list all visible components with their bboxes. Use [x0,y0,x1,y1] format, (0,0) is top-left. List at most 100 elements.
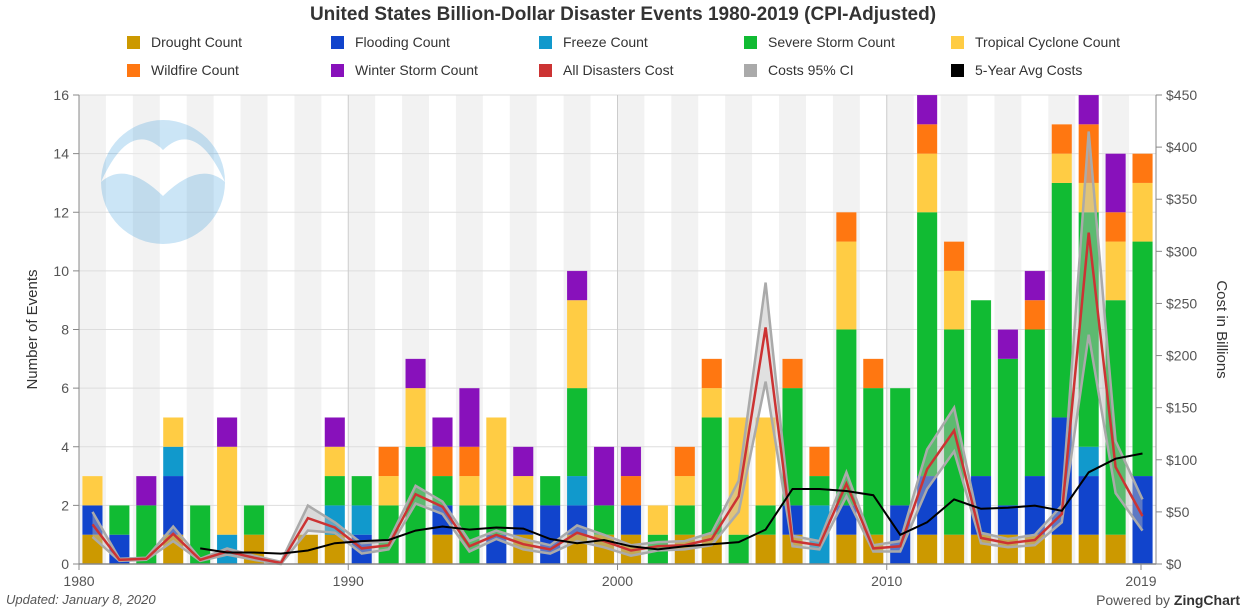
y2-tick-label: $50 [1166,504,1190,520]
legend-item-freeze[interactable]: Freeze Count [539,34,648,50]
x-tick-label: 2000 [602,573,633,589]
powered-by[interactable]: Powered by ZingChart [1096,592,1240,608]
bar-tropical-cyclone [567,300,588,389]
legend-swatch [539,63,552,77]
bar-winter-storm [917,95,938,125]
bar-flooding [1132,476,1153,564]
legend-item-severe-storm[interactable]: Severe Storm Count [744,34,895,50]
bar-severe-storm [593,505,615,535]
bar-winter-storm [1024,270,1045,301]
bar-winter-storm [432,417,453,447]
bar-tropical-cyclone [513,476,534,506]
legend-label: 5-Year Avg Costs [975,62,1083,78]
y2-tick-label: $400 [1166,139,1197,155]
bar-drought [755,534,776,564]
bar-drought [917,534,938,564]
bar-wildfire [378,446,399,477]
bar-drought [701,534,722,564]
bar-winter-storm [1105,153,1126,213]
bar-tropical-cyclone [1105,241,1126,301]
bar-tropical-cyclone [647,505,668,535]
bar-tropical-cyclone [917,153,938,213]
bar-severe-storm [351,476,372,506]
legend-swatch [744,63,757,77]
legend-label: Severe Storm Count [768,34,895,50]
bar-severe-storm [997,358,1019,506]
avg-line [200,452,1143,555]
legend-swatch [127,35,140,49]
bar-winter-storm [216,417,238,447]
bar-severe-storm [917,212,938,477]
bar-severe-storm [540,476,561,506]
legend-label: Freeze Count [563,34,648,50]
bar-drought [432,534,453,564]
bar-winter-storm [567,270,588,301]
logo-circle [101,120,225,244]
bar-tropical-cyclone [1051,153,1072,183]
legend-item-winter-storm[interactable]: Winter Storm Count [331,62,478,78]
bar-freeze [163,446,184,477]
bar-flooding [513,505,534,535]
legend-item-wildfire[interactable]: Wildfire Count [127,62,239,78]
y2-tick-label: $300 [1166,243,1197,259]
bar-wildfire [1051,124,1072,154]
bar-drought [1105,534,1126,564]
legend-swatch [127,63,140,77]
bar-severe-storm [243,505,265,535]
y-tick-label: 16 [53,87,69,103]
bar-winter-storm [324,417,345,447]
legend-label: Winter Storm Count [355,62,478,78]
y-tick-label: 0 [61,556,69,572]
bar-tropical-cyclone [459,476,480,506]
legend-item-cost[interactable]: All Disasters Cost [539,62,673,78]
legend-item-flooding[interactable]: Flooding Count [331,34,450,50]
bar-severe-storm [567,388,588,477]
bar-winter-storm [513,446,534,477]
bar-wildfire [782,358,803,389]
bar-winter-storm [620,446,642,477]
bar-flooding [1078,476,1099,535]
bar-flooding [620,505,642,535]
x-tick-label: 2019 [1125,573,1156,589]
bar-severe-storm [109,505,130,535]
bar-tropical-cyclone [836,241,857,330]
logo-text: NOAA [134,143,193,165]
chart-title: United States Billion-Dollar Disaster Ev… [309,4,937,25]
bar-severe-storm [1024,329,1045,477]
bar-wildfire [836,212,857,242]
bar-severe-storm [1132,241,1153,477]
bar-severe-storm [863,388,884,535]
legend-item-ci[interactable]: Costs 95% CI [744,62,854,78]
bar-severe-storm [701,417,722,535]
bar-winter-storm [593,446,615,506]
bar-tropical-cyclone [1132,182,1153,242]
y2-axis-title: Cost in Billions [1213,280,1230,378]
bar-freeze [351,505,372,535]
bar-wildfire [863,358,884,389]
bar-flooding [836,505,857,535]
bar-flooding [82,505,103,535]
bar-severe-storm [836,329,857,506]
bar-tropical-cyclone [755,417,776,506]
bar-winter-storm [405,358,426,389]
powered-by-brand[interactable]: ZingChart [1173,592,1240,608]
y-tick-label: 14 [53,146,69,162]
bar-wildfire [1024,300,1045,330]
bar-drought [970,534,992,564]
legend-item-drought[interactable]: Drought Count [127,34,242,50]
y2-tick-label: $450 [1166,87,1197,103]
bar-drought [163,534,184,564]
y2-tick-label: $350 [1166,191,1197,207]
legend-swatch [331,63,344,77]
powered-by-prefix: Powered by [1096,592,1170,608]
bar-flooding [163,476,184,535]
legend-item-avg[interactable]: 5-Year Avg Costs [951,62,1082,78]
legend-item-tropical-cyclone[interactable]: Tropical Cyclone Count [951,34,1120,50]
y-axis-title: Number of Events [24,269,41,389]
updated-note: Updated: January 8, 2020 [6,592,156,607]
legend-swatch [331,35,344,49]
y2-tick-label: $150 [1166,400,1197,416]
legend-label: Flooding Count [355,34,450,50]
bar-tropical-cyclone [486,417,507,506]
